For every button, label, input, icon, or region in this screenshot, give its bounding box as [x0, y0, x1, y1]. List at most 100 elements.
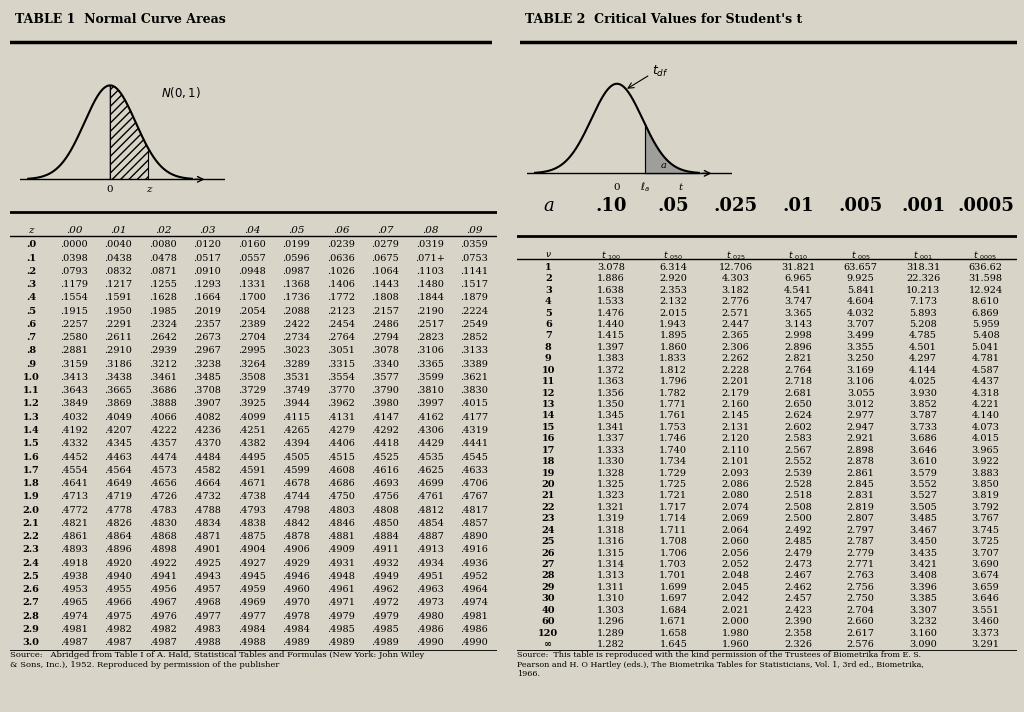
- Text: 1.721: 1.721: [659, 491, 687, 501]
- Text: 1.658: 1.658: [659, 629, 687, 638]
- Text: .4920: .4920: [104, 559, 132, 567]
- Text: 1.833: 1.833: [659, 355, 687, 363]
- Text: 2.145: 2.145: [722, 412, 750, 421]
- Text: .4441: .4441: [461, 439, 488, 449]
- Text: .005: .005: [839, 197, 883, 215]
- Text: .4904: .4904: [238, 545, 266, 555]
- Text: 1.341: 1.341: [597, 423, 625, 432]
- Text: z: z: [145, 185, 152, 194]
- Text: 2.7: 2.7: [23, 598, 39, 607]
- Text: .2224: .2224: [461, 307, 488, 315]
- Text: 0: 0: [613, 183, 621, 192]
- Text: .3708: .3708: [194, 386, 221, 395]
- Text: .4864: .4864: [104, 532, 132, 541]
- Text: 2.508: 2.508: [784, 503, 812, 512]
- Text: 2.457: 2.457: [784, 595, 812, 603]
- Text: 1.310: 1.310: [597, 595, 625, 603]
- Text: 2.896: 2.896: [784, 343, 812, 352]
- Text: .3461: .3461: [148, 373, 177, 382]
- Text: 4.140: 4.140: [972, 412, 999, 421]
- Text: .1950: .1950: [104, 307, 132, 315]
- Text: .0438: .0438: [104, 253, 132, 263]
- Text: .9: .9: [26, 360, 36, 369]
- Text: 10: 10: [542, 366, 555, 375]
- Text: 2.4: 2.4: [23, 559, 39, 567]
- Text: .3790: .3790: [372, 386, 399, 395]
- Text: .4965: .4965: [60, 598, 88, 607]
- Text: .0832: .0832: [104, 267, 132, 276]
- Text: 3.385: 3.385: [909, 595, 937, 603]
- Text: .4951: .4951: [416, 572, 443, 581]
- Text: .4881: .4881: [327, 532, 354, 541]
- Text: .3944: .3944: [283, 399, 310, 409]
- Text: 3.232: 3.232: [909, 617, 937, 626]
- Text: .4936: .4936: [461, 559, 488, 567]
- Text: .4803: .4803: [327, 506, 354, 515]
- Text: .2486: .2486: [372, 320, 399, 329]
- Text: 1.708: 1.708: [659, 537, 687, 546]
- Text: .0478: .0478: [148, 253, 177, 263]
- Text: 1.711: 1.711: [659, 525, 687, 535]
- Text: .0948: .0948: [238, 267, 266, 276]
- Text: .4649: .4649: [104, 479, 132, 488]
- Text: 19: 19: [542, 468, 555, 478]
- Text: 2.6: 2.6: [23, 585, 39, 594]
- Text: 8.610: 8.610: [972, 297, 999, 306]
- Text: a: a: [660, 161, 667, 169]
- Text: .8: .8: [26, 346, 36, 355]
- Text: .4968: .4968: [194, 598, 221, 607]
- Text: 2.110: 2.110: [722, 446, 750, 455]
- Text: .0080: .0080: [150, 240, 177, 249]
- Text: 2.056: 2.056: [722, 549, 750, 557]
- Text: .05: .05: [288, 226, 304, 235]
- Text: .4345: .4345: [104, 439, 132, 449]
- Text: .4783: .4783: [148, 506, 177, 515]
- Text: 4: 4: [545, 297, 552, 306]
- Text: .3980: .3980: [372, 399, 399, 409]
- Text: .4515: .4515: [327, 453, 354, 461]
- Text: 63.657: 63.657: [844, 263, 878, 272]
- Text: .3315: .3315: [327, 360, 355, 369]
- Text: 23: 23: [542, 514, 555, 523]
- Text: .07: .07: [377, 226, 393, 235]
- Text: .4222: .4222: [148, 426, 177, 435]
- Text: 4.587: 4.587: [972, 366, 999, 375]
- Text: 1.699: 1.699: [659, 583, 687, 592]
- Text: 1.9: 1.9: [23, 492, 39, 501]
- Text: 17: 17: [542, 446, 555, 455]
- Text: .3925: .3925: [238, 399, 266, 409]
- Text: .4922: .4922: [148, 559, 177, 567]
- Text: .4946: .4946: [283, 572, 310, 581]
- Text: .01: .01: [782, 197, 814, 215]
- Text: .0319: .0319: [416, 240, 443, 249]
- Text: 9.925: 9.925: [847, 274, 874, 283]
- Text: .4979: .4979: [327, 612, 354, 621]
- Text: .4964: .4964: [461, 585, 488, 594]
- Text: 1.415: 1.415: [597, 332, 625, 340]
- Text: 1.303: 1.303: [597, 606, 625, 614]
- Text: 4.541: 4.541: [784, 286, 812, 295]
- Text: 1.638: 1.638: [597, 286, 625, 295]
- Text: 1.313: 1.313: [597, 572, 625, 580]
- Text: 3.160: 3.160: [909, 629, 937, 638]
- Text: Source:   Abridged from Table I of A. Hald, Statistical Tables and Formulas (New: Source: Abridged from Table I of A. Hald…: [10, 651, 425, 669]
- Text: 3.674: 3.674: [972, 572, 999, 580]
- Text: .4973: .4973: [416, 598, 443, 607]
- Text: 2.358: 2.358: [784, 629, 812, 638]
- Text: .4893: .4893: [59, 545, 88, 555]
- Text: .4826: .4826: [104, 519, 132, 528]
- Text: 2.120: 2.120: [722, 434, 750, 444]
- Text: .3078: .3078: [372, 346, 399, 355]
- Text: .2764: .2764: [327, 333, 355, 342]
- Text: .2: .2: [26, 267, 36, 276]
- Text: .4896: .4896: [104, 545, 132, 555]
- Text: .4986: .4986: [461, 625, 488, 634]
- Text: 1.1: 1.1: [23, 386, 39, 395]
- Text: .4909: .4909: [327, 545, 354, 555]
- Text: 2.921: 2.921: [847, 434, 874, 444]
- Text: 3.747: 3.747: [784, 297, 812, 306]
- Text: .4616: .4616: [372, 466, 399, 475]
- Text: 2.704: 2.704: [847, 606, 874, 614]
- Text: 2.539: 2.539: [784, 468, 812, 478]
- Text: .1: .1: [26, 253, 36, 263]
